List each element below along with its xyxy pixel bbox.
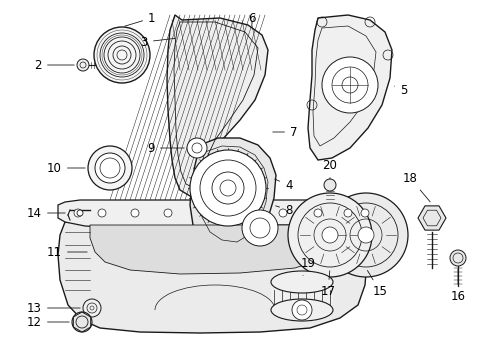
Text: 20: 20 — [322, 159, 337, 179]
Text: 18: 18 — [402, 172, 429, 202]
Text: 13: 13 — [27, 302, 80, 315]
Polygon shape — [90, 225, 339, 274]
Text: 3: 3 — [141, 36, 175, 49]
Text: 2: 2 — [35, 59, 74, 72]
Circle shape — [313, 209, 321, 217]
Circle shape — [324, 179, 335, 191]
Circle shape — [449, 250, 465, 266]
Text: 10: 10 — [47, 162, 85, 175]
Circle shape — [357, 227, 373, 243]
Circle shape — [321, 57, 377, 113]
Circle shape — [98, 209, 106, 217]
Text: 17: 17 — [320, 271, 335, 298]
Polygon shape — [167, 15, 267, 196]
Polygon shape — [58, 222, 366, 333]
Text: 8: 8 — [275, 203, 292, 216]
Circle shape — [360, 209, 368, 217]
Circle shape — [94, 27, 150, 83]
Ellipse shape — [270, 299, 332, 321]
Circle shape — [324, 193, 407, 277]
Text: 6: 6 — [242, 12, 255, 24]
Circle shape — [77, 59, 89, 71]
Circle shape — [279, 209, 286, 217]
Circle shape — [163, 209, 172, 217]
Circle shape — [74, 209, 82, 217]
Text: 11: 11 — [47, 246, 87, 258]
Polygon shape — [417, 206, 445, 230]
Circle shape — [186, 138, 206, 158]
Circle shape — [201, 209, 208, 217]
Circle shape — [88, 146, 132, 190]
Ellipse shape — [270, 271, 332, 293]
Text: 7: 7 — [272, 126, 297, 139]
Text: 1: 1 — [124, 12, 155, 26]
Circle shape — [83, 299, 101, 317]
Circle shape — [241, 209, 248, 217]
Text: 14: 14 — [27, 207, 65, 220]
Circle shape — [321, 227, 337, 243]
Polygon shape — [58, 200, 374, 228]
Text: 19: 19 — [300, 257, 315, 275]
Circle shape — [77, 210, 83, 216]
Text: 12: 12 — [27, 315, 69, 328]
Circle shape — [72, 312, 92, 332]
Polygon shape — [190, 138, 275, 254]
Circle shape — [287, 193, 371, 277]
Circle shape — [343, 209, 351, 217]
Circle shape — [95, 153, 125, 183]
Circle shape — [190, 150, 265, 226]
Polygon shape — [307, 15, 391, 160]
Polygon shape — [270, 282, 332, 310]
Circle shape — [291, 300, 311, 320]
Text: 9: 9 — [147, 141, 184, 154]
Circle shape — [131, 209, 139, 217]
Text: 5: 5 — [394, 84, 407, 96]
Text: 16: 16 — [449, 269, 465, 303]
Circle shape — [242, 210, 278, 246]
Text: 4: 4 — [274, 179, 292, 192]
Text: 15: 15 — [366, 270, 386, 298]
